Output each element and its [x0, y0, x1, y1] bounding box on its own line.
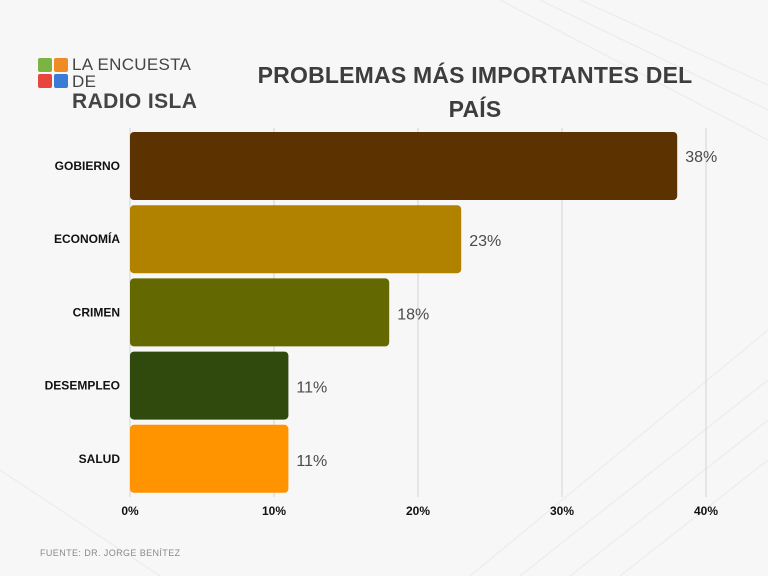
data-label-3: 11%	[296, 380, 327, 397]
tick-label-2: 20%	[406, 504, 430, 518]
category-label-0: GOBIERNO	[55, 159, 120, 173]
bar-2	[130, 278, 390, 347]
radio-isla-logo: LA ENCUESTA DE RADIO ISLA	[38, 55, 213, 112]
logo-text-line1: LA ENCUESTA DE	[72, 55, 191, 91]
chart-title: PROBLEMAS MÁS IMPORTANTES DEL PAÍS	[257, 62, 693, 122]
data-label-2: 18%	[397, 306, 429, 323]
tick-label-1: 10%	[262, 504, 286, 518]
bar-0	[130, 132, 678, 200]
source-note: FUENTE: DR. JORGE BENÍTEZ	[40, 548, 181, 558]
tick-label-3: 30%	[550, 504, 574, 518]
category-label-3: DESEMPLEO	[45, 379, 120, 393]
category-label-4: SALUD	[79, 452, 121, 466]
bar-4	[130, 424, 289, 493]
data-label-1: 23%	[469, 233, 501, 250]
tick-label-4: 40%	[694, 504, 718, 518]
category-label-2: CRIMEN	[73, 305, 120, 319]
data-label-4: 11%	[296, 453, 327, 470]
logo-text-line2: RADIO ISLA	[72, 90, 198, 113]
category-label-1: ECONOMÍA	[54, 231, 120, 246]
tick-label-0: 0%	[121, 504, 139, 518]
logo-squares-icon	[38, 58, 70, 90]
bar-1	[130, 205, 462, 274]
data-label-0: 38%	[685, 149, 717, 166]
bar-3	[130, 351, 289, 420]
